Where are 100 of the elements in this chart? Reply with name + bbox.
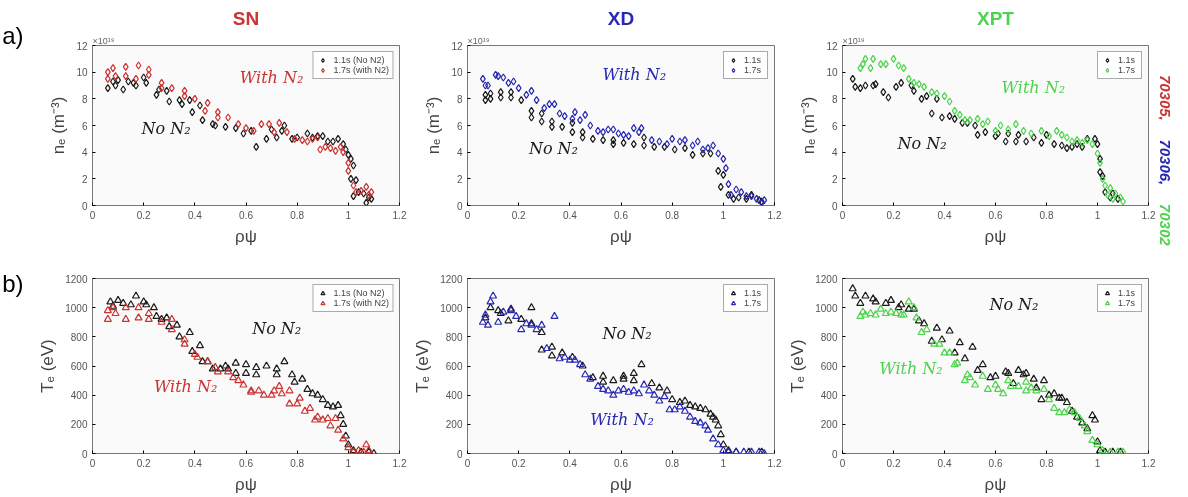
y-axis-title: Tₑ (eV) (788, 339, 808, 393)
y-tick-label: 8 (456, 93, 463, 105)
y-tick-label: 400 (70, 390, 88, 402)
y-tick-label: 800 (70, 331, 88, 343)
legend-label: 1.7s (with N2) (333, 65, 389, 75)
x-tick-label: 0.2 (511, 209, 527, 221)
y-axis-title: Tₑ (eV) (413, 339, 433, 393)
x-tick-label: 0.2 (136, 457, 152, 469)
legend-label: 1.7s (1118, 298, 1136, 308)
y-tick-label: 1000 (815, 302, 838, 314)
annotation: With N₂ (239, 68, 304, 88)
x-tick-label: 0.6 (988, 457, 1003, 469)
x-tick-label: 1 (345, 209, 352, 221)
y-tick-label: 2 (831, 173, 838, 185)
y-tick-label: 4 (831, 147, 838, 159)
legend-label: 1.7s (744, 298, 762, 308)
x-tick-label: 0.8 (665, 457, 680, 469)
y-tick-label: 0 (81, 448, 88, 460)
x-tick-label: 0.4 (562, 457, 578, 469)
y-tick-label: 800 (445, 331, 463, 343)
y-tick-label: 400 (820, 390, 838, 402)
y-tick-label: 6 (81, 120, 88, 132)
annotation: No N₂ (527, 138, 579, 158)
y-axis-title: nₑ (m⁻³) (424, 96, 444, 155)
x-tick-label: 0.8 (290, 457, 305, 469)
y-tick-label: 0 (831, 200, 838, 212)
text: a) (2, 21, 24, 49)
y-tick-label: 400 (445, 390, 463, 402)
y-tick-label: 0 (831, 448, 838, 460)
y-tick-label: 1200 (65, 273, 88, 285)
x-tick-label: 1.2 (392, 209, 407, 221)
y-axis-title: nₑ (m⁻³) (799, 96, 819, 155)
annotation: No N₂ (140, 119, 191, 139)
x-tick-label: 0.4 (937, 457, 952, 469)
text: 70302 (1156, 203, 1174, 247)
y-tick-label: 8 (81, 93, 88, 105)
x-tick-label: 0 (89, 209, 96, 221)
x-tick-label: 0.8 (1039, 457, 1054, 469)
y-tick-label: 800 (820, 331, 838, 343)
x-axis-title: ρψ (235, 474, 257, 494)
y-tick-label: 1000 (65, 302, 88, 314)
x-tick-label: 0.6 (239, 457, 254, 469)
x-tick-label: 1 (1094, 209, 1101, 221)
x-tick-label: 1 (1094, 457, 1101, 469)
x-tick-label: 0.2 (136, 209, 152, 221)
y-axis-title: Tₑ (eV) (38, 339, 58, 393)
y-tick-label: 200 (820, 419, 838, 431)
x-axis-title: ρψ (235, 226, 257, 246)
legend-label: 1.7s (with N2) (333, 298, 389, 308)
y-tick-label: 12 (76, 40, 88, 52)
annotation: No N₂ (896, 133, 947, 153)
legend-label: 1.1s (1118, 288, 1136, 298)
y-tick-label: 6 (831, 120, 838, 132)
y-tick-label: 12 (451, 40, 463, 52)
y-tick-label: 4 (456, 147, 463, 159)
x-axis-title: ρψ (984, 474, 1007, 494)
y-tick-label: 200 (70, 419, 88, 431)
text: ×10¹⁹ (467, 35, 490, 46)
y-tick-label: 2 (456, 173, 463, 185)
x-tick-label: 1.2 (767, 457, 782, 469)
x-tick-label: 0 (839, 209, 846, 221)
y-tick-label: 600 (70, 361, 88, 372)
text: ×10¹⁹ (842, 35, 865, 46)
y-tick-label: 2 (81, 173, 88, 185)
x-tick-label: 0.4 (937, 209, 952, 221)
x-axis-title: ρψ (984, 226, 1007, 246)
y-tick-label: 0 (456, 200, 463, 212)
y-tick-label: 1000 (440, 302, 463, 314)
y-tick-label: 10 (826, 67, 838, 79)
y-tick-label: 10 (76, 67, 88, 79)
y-tick-label: 1200 (440, 273, 463, 285)
x-tick-label: 1.2 (1141, 209, 1156, 221)
x-tick-label: 0.2 (886, 457, 901, 469)
chart-title: SN (232, 7, 260, 29)
y-tick-label: 12 (826, 40, 838, 52)
x-tick-label: 0.4 (562, 209, 578, 221)
x-tick-label: 1 (720, 457, 727, 469)
legend-label: 1.1s (744, 288, 762, 298)
y-tick-label: 8 (831, 93, 838, 105)
x-tick-label: 1 (720, 209, 727, 221)
x-tick-label: 0.2 (511, 457, 527, 469)
legend-label: 1.1s (1118, 55, 1136, 65)
x-axis-title: ρψ (610, 474, 632, 494)
y-tick-label: 10 (451, 67, 463, 79)
text: b) (2, 269, 24, 297)
x-tick-label: 0.8 (665, 209, 680, 221)
annotation: No N₂ (988, 294, 1039, 314)
x-axis-title: ρψ (610, 226, 632, 246)
x-tick-label: 0.6 (988, 209, 1003, 221)
annotation: No N₂ (251, 319, 302, 338)
y-tick-label: 1200 (815, 273, 838, 285)
annotation: With N₂ (153, 376, 218, 396)
y-tick-label: 0 (81, 200, 88, 212)
legend-label: 1.7s (1118, 65, 1136, 75)
chart-title: XPT (977, 7, 1015, 29)
x-tick-label: 0.4 (187, 457, 203, 469)
x-tick-label: 0 (839, 457, 846, 469)
x-tick-label: 0.8 (290, 209, 305, 221)
x-tick-label: 1.2 (392, 457, 407, 469)
y-tick-label: 200 (445, 419, 463, 431)
